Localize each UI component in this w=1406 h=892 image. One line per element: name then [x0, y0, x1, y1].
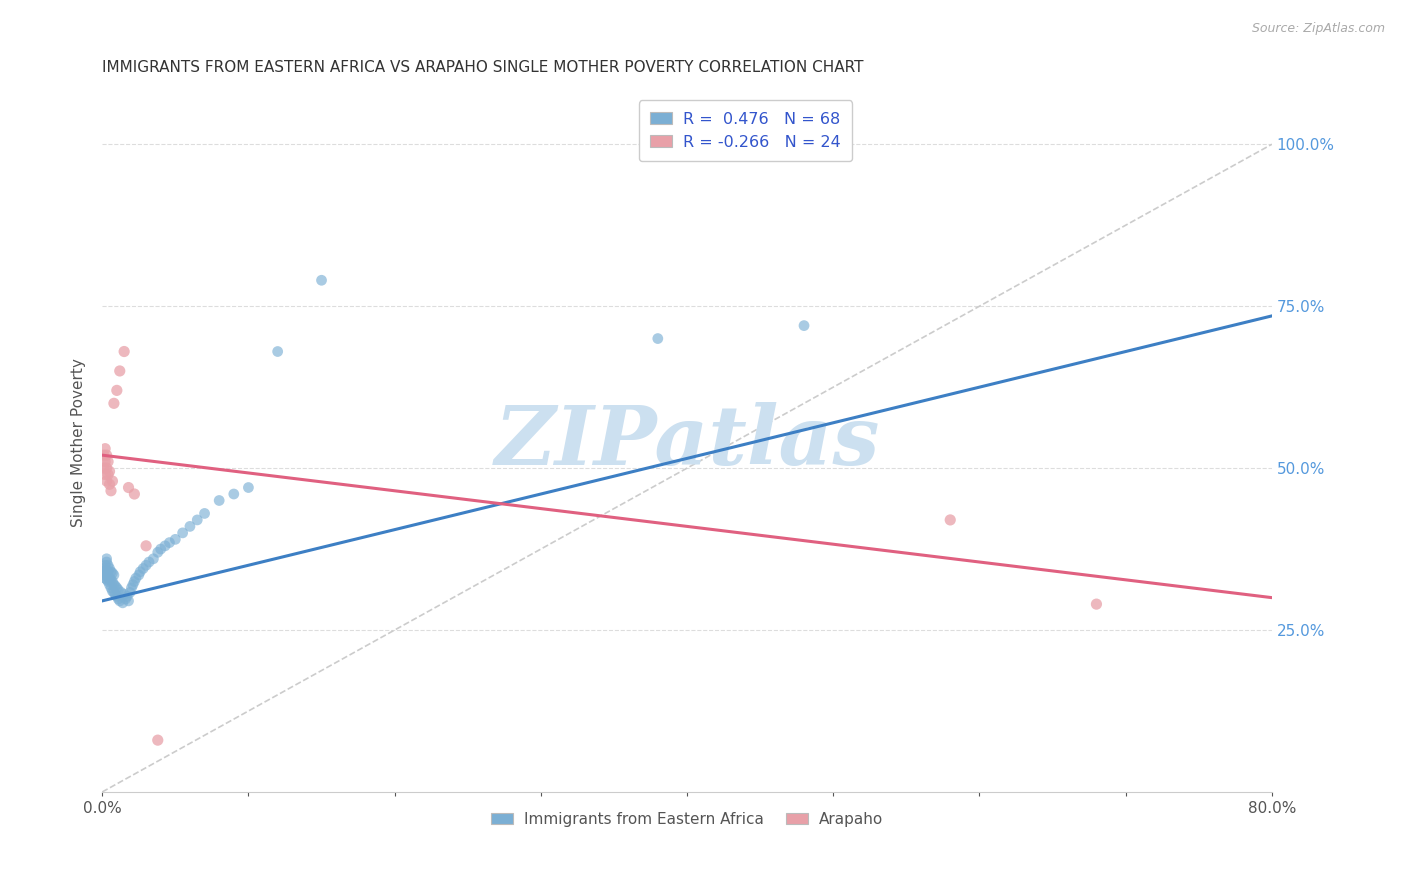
Point [179, 519, 201, 533]
Point [117, 594, 139, 608]
Point [96, 474, 118, 488]
Point [103, 568, 125, 582]
Point [104, 587, 127, 601]
Point [138, 555, 160, 569]
Point [107, 582, 129, 597]
Point [124, 487, 146, 501]
Point [124, 574, 146, 589]
Point [153, 539, 176, 553]
Point [93, 561, 115, 575]
Point [93, 565, 115, 579]
Point [108, 364, 131, 378]
Point [111, 596, 134, 610]
Point [114, 591, 136, 606]
Point [129, 565, 152, 579]
Point [118, 585, 141, 599]
Point [1085, 597, 1108, 611]
Point [238, 481, 260, 495]
Point [98, 577, 121, 591]
Point [96, 555, 118, 569]
Point [97, 455, 120, 469]
Point [793, 318, 815, 333]
Point [93, 448, 115, 462]
Point [115, 590, 138, 604]
Point [100, 483, 122, 498]
Point [94, 467, 117, 482]
Point [98, 561, 121, 575]
Point [107, 591, 129, 606]
Point [159, 535, 181, 549]
Point [222, 487, 245, 501]
Point [105, 384, 128, 398]
Point [97, 467, 120, 482]
Point [122, 577, 145, 591]
Point [103, 585, 125, 599]
Point [103, 577, 125, 591]
Legend: Immigrants from Eastern Africa, Arapaho: Immigrants from Eastern Africa, Arapaho [485, 806, 889, 833]
Point [98, 477, 121, 491]
Point [105, 590, 128, 604]
Point [96, 568, 118, 582]
Point [96, 573, 118, 587]
Point [186, 513, 208, 527]
Point [266, 344, 288, 359]
Point [97, 570, 120, 584]
Point [939, 513, 962, 527]
Point [132, 561, 155, 575]
Point [104, 579, 127, 593]
Point [208, 493, 231, 508]
Point [96, 551, 118, 566]
Point [125, 571, 148, 585]
Point [149, 542, 172, 557]
Point [135, 558, 157, 573]
Point [97, 574, 120, 589]
Point [146, 733, 169, 747]
Point [101, 584, 124, 599]
Text: Source: ZipAtlas.com: Source: ZipAtlas.com [1251, 22, 1385, 36]
Point [101, 566, 124, 580]
Point [94, 442, 117, 456]
Point [94, 455, 117, 469]
Point [105, 581, 128, 595]
Point [128, 568, 150, 582]
Point [103, 396, 125, 410]
Point [94, 566, 117, 580]
Point [647, 332, 669, 346]
Point [112, 587, 135, 601]
Point [93, 568, 115, 582]
Point [98, 464, 121, 478]
Point [100, 581, 122, 595]
Point [94, 564, 117, 578]
Point [112, 344, 135, 359]
Point [165, 533, 187, 547]
Point [94, 571, 117, 585]
Point [97, 558, 120, 573]
Point [100, 565, 122, 579]
Point [96, 448, 118, 462]
Point [101, 474, 124, 488]
Point [311, 273, 333, 287]
Point [97, 565, 120, 579]
Point [108, 594, 131, 608]
Point [135, 539, 157, 553]
Point [146, 545, 169, 559]
Point [120, 581, 142, 595]
Text: ZIPatlas: ZIPatlas [495, 402, 880, 483]
Point [172, 525, 194, 540]
Point [98, 571, 121, 585]
Point [193, 507, 215, 521]
Text: IMMIGRANTS FROM EASTERN AFRICA VS ARAPAHO SINGLE MOTHER POVERTY CORRELATION CHAR: IMMIGRANTS FROM EASTERN AFRICA VS ARAPAH… [103, 60, 863, 75]
Point [94, 558, 117, 573]
Point [100, 573, 122, 587]
Point [93, 461, 115, 475]
Point [96, 461, 118, 475]
Y-axis label: Single Mother Poverty: Single Mother Poverty [72, 358, 86, 526]
Point [110, 585, 132, 599]
Point [101, 574, 124, 589]
Point [96, 564, 118, 578]
Point [142, 551, 165, 566]
Point [117, 481, 139, 495]
